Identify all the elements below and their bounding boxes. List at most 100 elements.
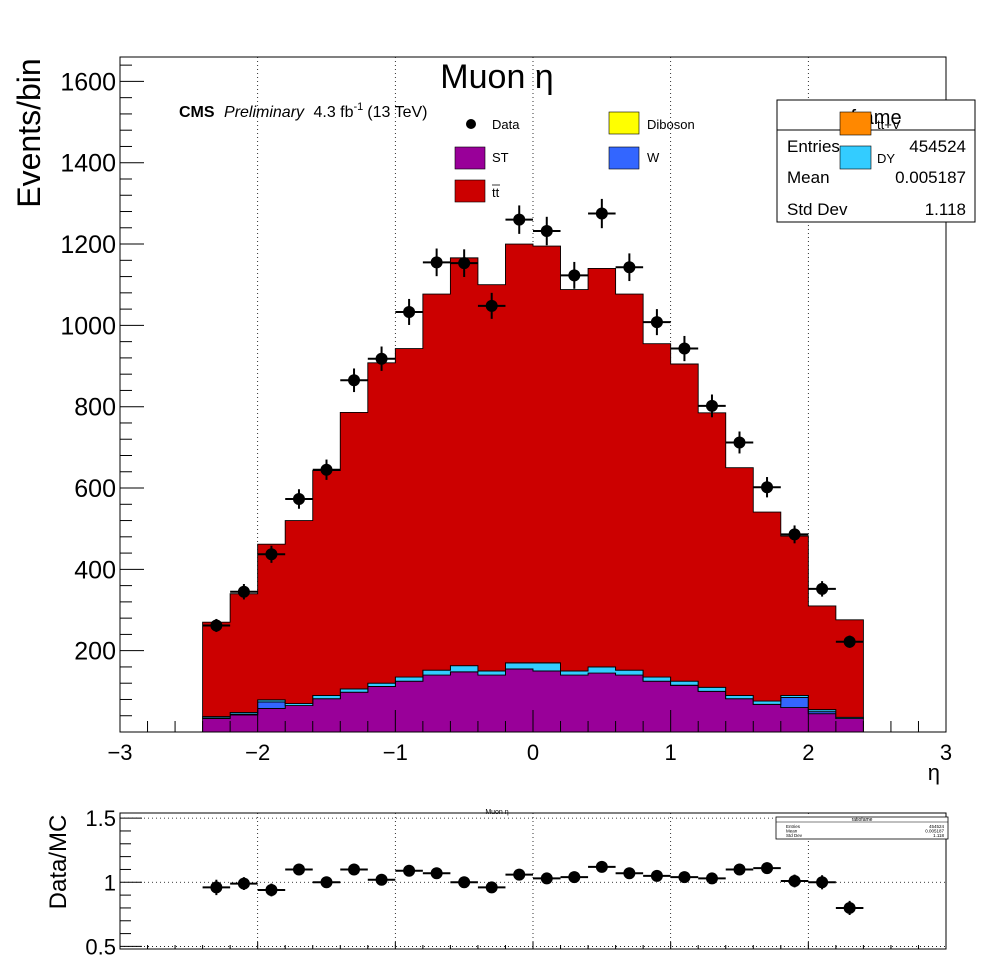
ratio-point: [265, 883, 278, 896]
legend-st-swatch: [454, 146, 486, 170]
data-point: [292, 493, 305, 506]
legend-w-swatch: [608, 146, 640, 170]
ratio-point: [705, 872, 718, 885]
ratio-axis-ticks: [119, 817, 947, 949]
data-point: [237, 585, 250, 598]
cms-label: CMS Preliminary 4.3 fb-1 (13 TeV): [179, 101, 427, 121]
x-tick-label: −2: [245, 740, 270, 765]
ratio-y-tick-label: 0.5: [85, 934, 116, 959]
ratio-point: [733, 863, 746, 876]
ratio-point: [540, 872, 553, 885]
legend-w-label: W: [647, 150, 660, 165]
data-point: [678, 342, 691, 355]
data-point: [430, 256, 443, 269]
ratio-point: [458, 876, 471, 889]
ratio-ylabel: Data/MC: [45, 815, 72, 910]
data-point: [788, 528, 801, 541]
data-point: [595, 207, 608, 220]
stats-mean-value: 0.005187: [895, 168, 966, 187]
stats-entries-key: Entries: [787, 137, 840, 156]
data-point: [568, 269, 581, 282]
ratio-point: [623, 867, 636, 880]
ratio-stats-entries-value: 454524: [929, 824, 945, 829]
stats-mean-key: Mean: [787, 168, 830, 187]
ratio-point: [568, 871, 581, 884]
ratio-stats-stddev-value: 1.118: [933, 833, 944, 838]
legend-data-label: Data: [492, 117, 520, 132]
x-tick-label: 1: [665, 740, 677, 765]
legend-st-label: ST: [492, 150, 509, 165]
data-point: [375, 352, 388, 365]
data-point: [485, 299, 498, 312]
data-point: [403, 305, 416, 318]
data-point: [348, 374, 361, 387]
x-tick-label: 2: [802, 740, 814, 765]
ratio-points: [202, 860, 864, 915]
ratio-stats-frame: [775, 816, 949, 840]
ratio-point: [816, 876, 829, 889]
data-point: [210, 619, 223, 632]
stats-entries-value: 454524: [909, 137, 966, 156]
legend-ttbar-label: tt: [492, 185, 500, 200]
ratio-stats-stddev-key: Std Dev: [786, 833, 803, 838]
y-tick-label: 200: [74, 638, 116, 666]
y-tick-label: 600: [74, 475, 116, 503]
ratio-point: [788, 875, 801, 887]
data-point: [705, 399, 718, 412]
stats-stddev-key: Std Dev: [787, 200, 848, 219]
legend-ttv-swatch: [839, 111, 872, 136]
legend-data-marker: [466, 119, 476, 129]
ratio-point: [403, 864, 416, 877]
ratio-plot: 0.5 1 1.5 Muon η Data/MC ratiofame Entries…: [45, 806, 949, 959]
data-point: [458, 257, 471, 270]
stack-histogram: [202, 243, 864, 733]
data-point: [816, 582, 829, 595]
preliminary-text: Preliminary: [224, 104, 305, 121]
y-tick-label: 400: [74, 556, 116, 584]
data-point: [650, 316, 663, 329]
ratio-stats-title: ratiofame: [852, 817, 873, 823]
ratio-point: [650, 869, 663, 882]
ratio-point: [485, 881, 498, 894]
ratio-point: [292, 863, 305, 876]
data-point: [320, 463, 333, 476]
main-tick-labels: −3 −2 −1 0 1 2 3 200 400 600 800 1000 1200 1400 1600: [60, 68, 952, 765]
y-tick-label: 1600: [60, 68, 116, 96]
ratio-stats-entries-key: Entries: [786, 824, 801, 829]
legend-diboson-label: Diboson: [647, 117, 695, 132]
cms-text: CMS: [179, 104, 215, 121]
x-tick-label: 0: [527, 740, 539, 765]
y-tick-label: 1000: [60, 312, 116, 340]
data-point: [761, 481, 774, 494]
ratio-point: [210, 881, 223, 894]
ratio-point: [320, 876, 333, 889]
ratio-point: [678, 871, 691, 884]
ratio-point: [843, 901, 856, 914]
data-point: [513, 213, 526, 226]
ratio-stats-mean-value: 0.005187: [925, 829, 944, 834]
ratio-title: Muon η: [485, 809, 508, 816]
y-tick-label: 1200: [60, 231, 116, 259]
main-title: Muon η: [440, 58, 553, 96]
ratio-y-tick-label: 1.5: [85, 806, 116, 831]
ratio-point: [348, 863, 361, 876]
ratio-point: [595, 860, 608, 873]
data-point: [265, 548, 278, 561]
main-xlabel: η: [928, 760, 940, 785]
ratio-tick-labels: 0.5 1 1.5: [85, 806, 116, 959]
data-points: [202, 198, 864, 648]
ratio-point: [430, 867, 443, 880]
legend-diboson-swatch: [608, 111, 640, 135]
y-tick-label: 1400: [60, 150, 116, 178]
ratio-y-tick-label: 1: [104, 870, 116, 895]
legend-ttbar-swatch: [454, 179, 486, 203]
main-plot: −3 −2 −1 0 1 2 3 200 400 600 800 1000 1200 1400 1600 M…: [11, 56, 976, 785]
data-point: [843, 635, 856, 648]
main-ylabel: Events/bin: [11, 58, 47, 207]
stack-layer: [202, 243, 864, 718]
ratio-point: [513, 868, 526, 881]
legend-dy-label: DY: [877, 151, 895, 166]
legend-dy-swatch: [839, 145, 872, 170]
energy-text: (13 TeV): [367, 104, 427, 121]
ratio-point: [761, 862, 774, 875]
